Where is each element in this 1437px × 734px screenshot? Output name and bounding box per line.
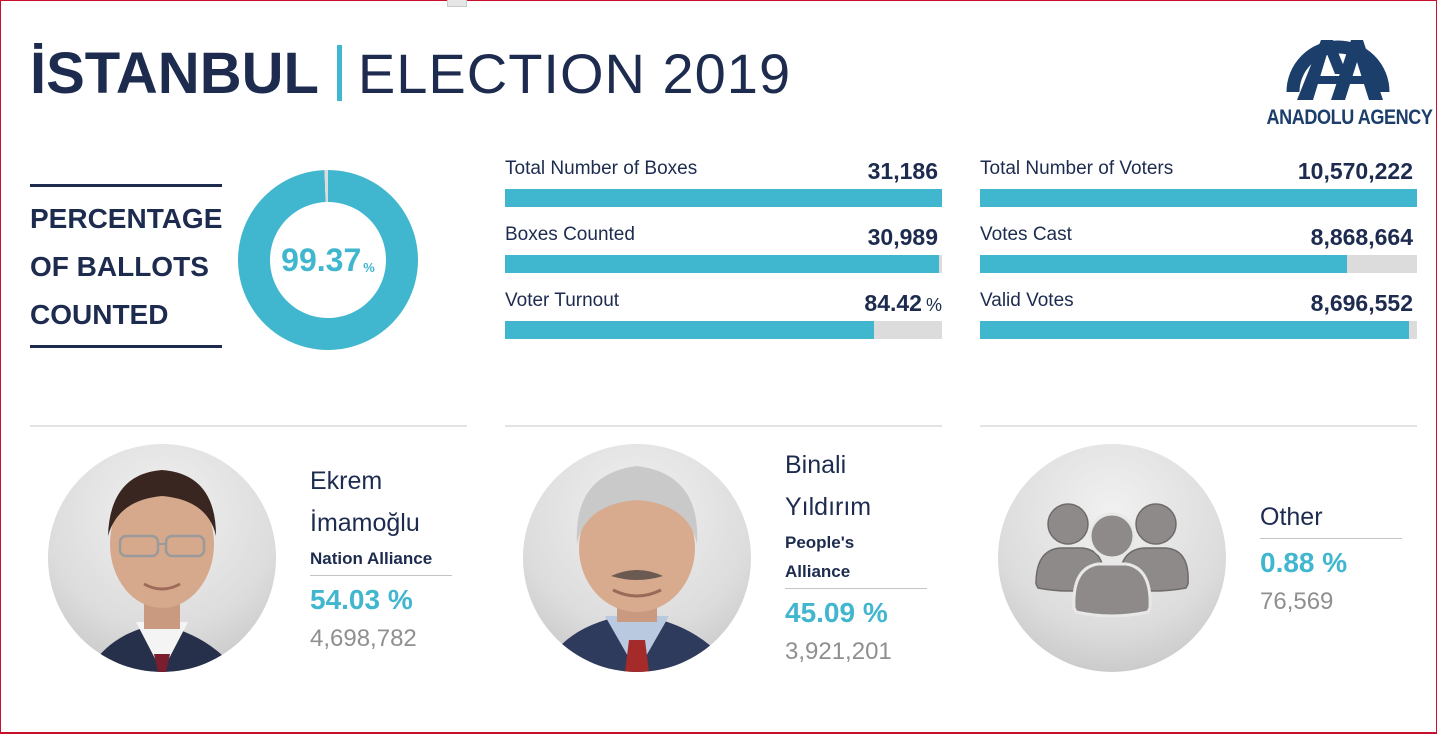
stat-number: 8,696,552 (1310, 290, 1413, 316)
label-line: COUNTED (30, 299, 169, 330)
donut-slice-counted (238, 170, 418, 350)
group-people-icon (998, 444, 1226, 672)
candidate-percent: 54.03 % (310, 584, 413, 615)
stat-unit: % (925, 295, 942, 315)
donut-slice-not-counted (324, 170, 328, 203)
stat-voter-turnout: Voter Turnout 84.42% (505, 288, 942, 354)
stat-bar-track (505, 189, 942, 207)
donut-percent-unit: % (363, 259, 375, 275)
logo-text: ANADOLU AGENCY (1266, 106, 1433, 129)
stat-total-boxes: Total Number of Boxes 31,186 (505, 156, 942, 222)
candidate-percent: 45.09 % (785, 597, 888, 628)
stat-label: Votes Cast (980, 224, 1072, 245)
title-city: İSTANBUL (30, 40, 319, 106)
candidate-name-line: Yıldırım (785, 493, 872, 521)
stat-valid-votes: Valid Votes 8,696,552 (980, 288, 1417, 354)
candidate-name-line: İmamoğlu (310, 509, 420, 537)
title-subtitle: ELECTION 2019 (357, 41, 792, 105)
stat-bar-track (505, 255, 942, 273)
candidate-photo-imamoglu (48, 444, 276, 672)
candidate-percent: 0.88 % (1260, 547, 1348, 578)
stat-bar-fill (505, 255, 940, 273)
donut-center-value: 99.37 % (237, 169, 419, 351)
aa-logo-icon (1286, 40, 1389, 100)
candidate-party-line: Alliance (785, 557, 927, 589)
candidate-party: Nation Alliance (310, 544, 452, 576)
stat-value: 30,989 (868, 224, 942, 251)
stat-boxes-counted: Boxes Counted 30,989 (505, 222, 942, 288)
ballots-donut-chart (238, 170, 418, 350)
candidate-other: Other 0.88 % 76,569 (1260, 496, 1402, 618)
stat-number: 30,989 (867, 224, 938, 250)
candidate-imamoglu: Ekrem İmamoğlu Nation Alliance 54.03 % 4… (310, 460, 452, 655)
stat-votes-cast: Votes Cast 8,868,664 (980, 222, 1417, 288)
stat-label: Total Number of Boxes (505, 158, 698, 179)
candidate-votes: 4,698,782 (310, 625, 417, 652)
stat-label: Total Number of Voters (980, 158, 1174, 179)
stat-number: 8,868,664 (1310, 224, 1413, 250)
label-line: PERCENTAGE (30, 203, 223, 234)
page-title: İSTANBUL ELECTION 2019 (30, 38, 791, 108)
stat-label: Voter Turnout (505, 290, 620, 311)
candidate-yildirim: Binali Yıldırım People's Alliance 45.09 … (785, 444, 927, 668)
stat-number: 31,186 (867, 158, 938, 184)
stat-value: 10,570,222 (1298, 158, 1417, 185)
stat-value: 31,186 (868, 158, 942, 185)
stat-bar-track (980, 321, 1417, 339)
stat-bar-track (980, 189, 1417, 207)
stat-label: Boxes Counted (505, 224, 635, 245)
section-divider (980, 425, 1417, 427)
stat-value: 8,696,552 (1311, 290, 1417, 317)
label-line: OF BALLOTS (30, 251, 209, 282)
stat-bar-fill (980, 321, 1409, 339)
candidate-photo-yildirim (523, 444, 751, 672)
candidate-party-line: People's (785, 533, 855, 552)
stat-number: 10,570,222 (1297, 158, 1413, 184)
stats-voters-column: Total Number of Voters 10,570,222 Votes … (980, 156, 1417, 354)
stat-bar-track (980, 255, 1417, 273)
stat-bar-fill (505, 321, 874, 339)
stat-total-voters: Total Number of Voters 10,570,222 (980, 156, 1417, 222)
stat-bar-fill (980, 189, 1417, 207)
section-divider (505, 425, 942, 427)
stat-label: Valid Votes (980, 290, 1074, 311)
stat-bar-fill (980, 255, 1347, 273)
ballots-counted-label: PERCENTAGE OF BALLOTS COUNTED (30, 184, 222, 348)
stat-value: 8,868,664 (1311, 224, 1417, 251)
candidate-name-line: Other (1260, 496, 1402, 539)
stats-boxes-column: Total Number of Boxes 31,186 Boxes Count… (505, 156, 942, 354)
anadolu-agency-logo[interactable]: ANADOLU AGENCY (1255, 10, 1433, 135)
section-divider (30, 425, 467, 427)
stat-bar-track (505, 321, 942, 339)
candidate-votes: 3,921,201 (785, 638, 892, 665)
candidate-votes: 76,569 (1260, 588, 1334, 615)
stat-number: 84.42 (864, 290, 922, 316)
resize-handle[interactable] (447, 0, 467, 7)
title-separator (336, 45, 342, 101)
stat-value: 84.42% (864, 290, 942, 317)
candidate-name-line: Binali (785, 451, 847, 479)
donut-percent: 99.37 (281, 241, 362, 278)
stat-bar-fill (505, 189, 942, 207)
candidate-name-line: Ekrem (310, 467, 383, 495)
